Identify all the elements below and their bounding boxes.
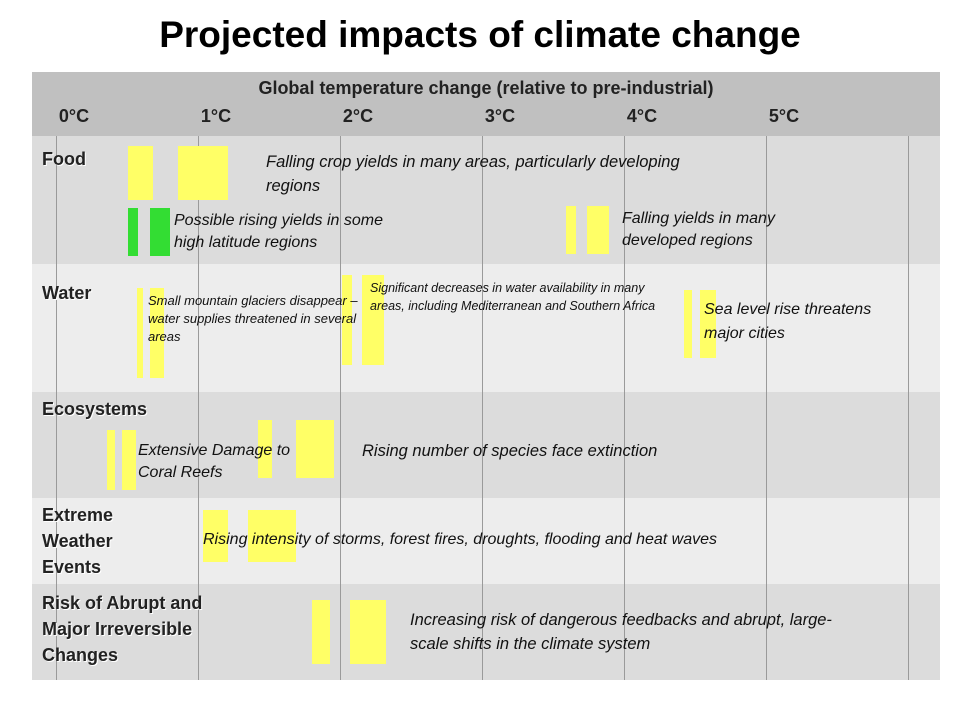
row-abrupt-changes xyxy=(32,584,940,680)
bar-segment xyxy=(587,206,609,254)
tick-4c: 4°C xyxy=(626,106,658,126)
bar-segment xyxy=(203,510,228,562)
temperature-header: Global temperature change (relative to p… xyxy=(32,72,940,136)
impact-label-coral-reefs: Extensive Damage to Coral Reefs xyxy=(138,442,291,481)
impact-label-glaciers: Small mountain glaciers disappear – wate… xyxy=(148,293,358,344)
bar-segment xyxy=(150,208,170,256)
bar-segment xyxy=(342,275,352,365)
row-water xyxy=(32,264,940,392)
bar-segment xyxy=(137,288,143,378)
bar-segment xyxy=(178,146,228,200)
impact-label-abrupt-feedbacks: Increasing risk of dangerous feedbacks a… xyxy=(410,611,832,653)
row-ecosystems xyxy=(32,392,940,498)
bar-segment xyxy=(258,420,272,478)
bar-segment xyxy=(128,208,138,256)
row-label-ecosystems: Ecosystems xyxy=(42,399,148,419)
row-extreme-weather xyxy=(32,498,940,584)
tick-0c: 0°C xyxy=(58,106,90,126)
tick-2c: 2°C xyxy=(342,106,374,126)
tick-5c: 5°C xyxy=(768,106,800,126)
bar-segment xyxy=(248,510,296,562)
row-label-food: Food xyxy=(42,149,86,169)
impact-label-sea-level-rise: Sea level rise threatens major cities xyxy=(704,301,872,342)
impact-label-falling-yields-developed: Falling yields in many developed regions xyxy=(622,210,775,249)
gridline xyxy=(482,136,483,680)
impact-label-water-decrease: Significant decreases in water availabil… xyxy=(370,281,656,313)
bar-segment xyxy=(684,290,692,358)
gridline xyxy=(766,136,767,680)
temperature-axis-title: Global temperature change (relative to p… xyxy=(258,78,714,98)
impact-label-rising-yields: Possible rising yields in some high lati… xyxy=(174,212,383,251)
impact-label-species-extinction: Rising number of species face extinction xyxy=(362,442,658,460)
gridline xyxy=(198,136,199,680)
impact-label-extreme-weather: Rising intensity of storms, forest fires… xyxy=(203,531,718,548)
bar-segment xyxy=(122,430,136,490)
gridline xyxy=(908,136,909,680)
bar-segment xyxy=(362,275,384,365)
row-label-extreme-weather: Extreme Weather Events xyxy=(42,505,114,577)
page-title: Projected impacts of climate change xyxy=(159,14,801,55)
gridline xyxy=(56,136,57,680)
bar-segment xyxy=(700,290,716,358)
bar-segment xyxy=(150,288,164,378)
bar-segment xyxy=(107,430,115,490)
bar-segment xyxy=(296,420,334,478)
row-label-abrupt-changes: Risk of Abrupt and Major Irreversible Chan… xyxy=(42,593,203,665)
bar-segment xyxy=(128,146,153,200)
gridline xyxy=(624,136,625,680)
impact-chart: Global temperature change (relative to p… xyxy=(32,72,940,680)
bar-segment xyxy=(312,600,330,664)
tick-3c: 3°C xyxy=(484,106,516,126)
bar-segment xyxy=(350,600,386,664)
impact-label-falling-crop-yields: Falling crop yields in many areas, parti… xyxy=(266,153,680,195)
tick-1c: 1°C xyxy=(200,106,232,126)
row-label-water: Water xyxy=(42,283,92,303)
gridline xyxy=(340,136,341,680)
bar-segment xyxy=(566,206,576,254)
